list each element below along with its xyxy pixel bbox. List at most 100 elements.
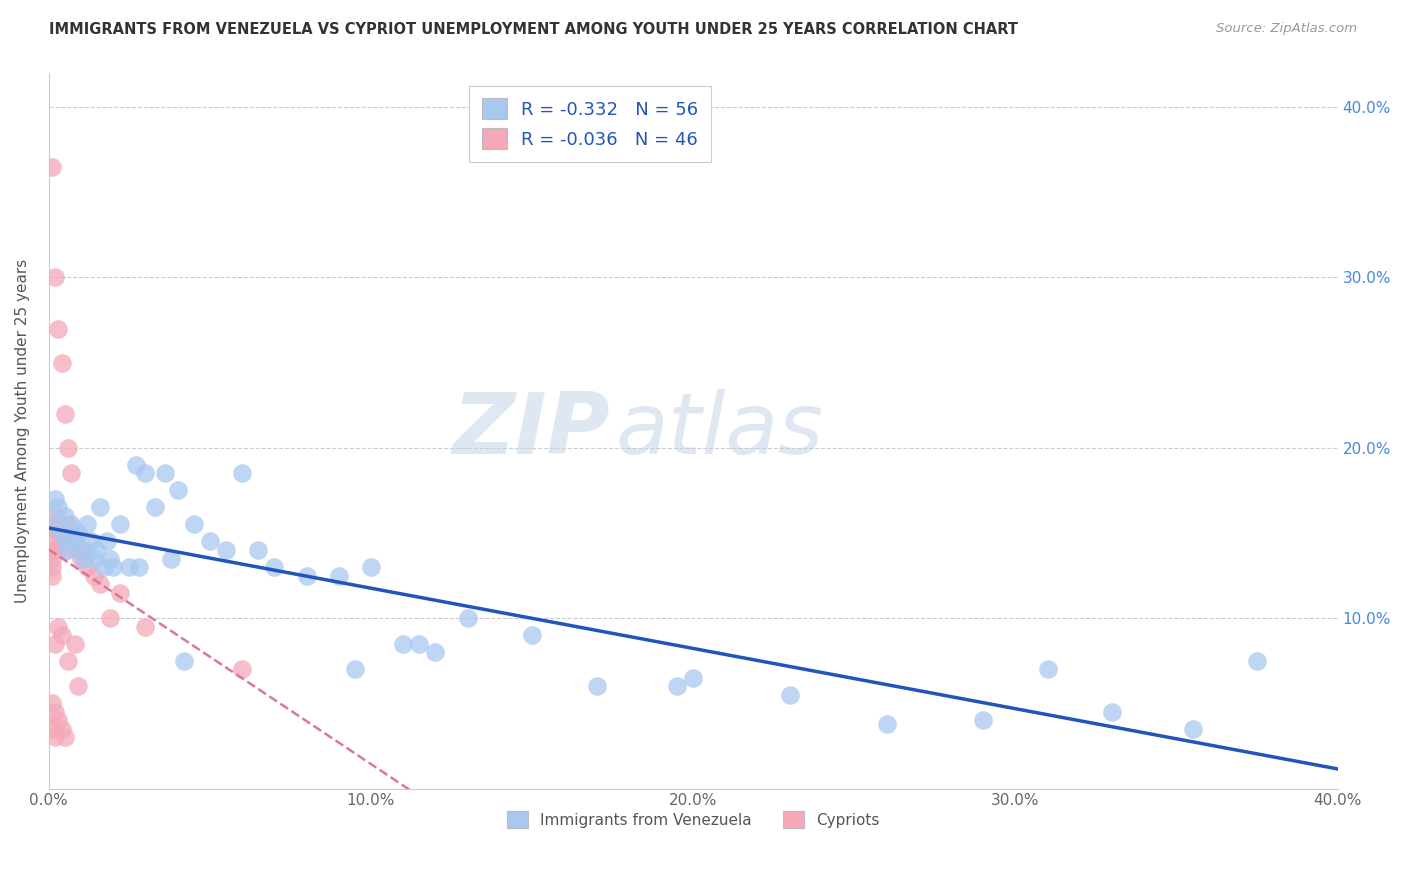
Point	[73, 551, 96, 566]
Point	[295, 568, 318, 582]
Point	[98, 611, 121, 625]
Point	[89, 577, 111, 591]
Point	[51, 526, 73, 541]
Point	[48, 714, 70, 728]
Point	[134, 467, 156, 481]
Point	[457, 611, 479, 625]
Point	[231, 467, 253, 481]
Point	[51, 628, 73, 642]
Point	[779, 688, 801, 702]
Point	[53, 508, 76, 523]
Point	[51, 356, 73, 370]
Point	[48, 526, 70, 541]
Point	[70, 543, 93, 558]
Point	[134, 620, 156, 634]
Point	[392, 637, 415, 651]
Text: ZIP: ZIP	[451, 389, 609, 472]
Point	[666, 679, 689, 693]
Point	[44, 705, 66, 719]
Point	[98, 551, 121, 566]
Point	[41, 568, 63, 582]
Text: Source: ZipAtlas.com: Source: ZipAtlas.com	[1216, 22, 1357, 36]
Point	[60, 467, 83, 481]
Point	[66, 526, 89, 541]
Point	[44, 517, 66, 532]
Point	[41, 534, 63, 549]
Point	[56, 441, 79, 455]
Point	[682, 671, 704, 685]
Point	[585, 679, 607, 693]
Point	[44, 270, 66, 285]
Point	[328, 568, 350, 582]
Point	[198, 534, 221, 549]
Point	[263, 560, 285, 574]
Point	[66, 679, 89, 693]
Y-axis label: Unemployment Among Youth under 25 years: Unemployment Among Youth under 25 years	[15, 259, 30, 603]
Point	[408, 637, 430, 651]
Point	[53, 526, 76, 541]
Point	[103, 560, 125, 574]
Point	[1246, 654, 1268, 668]
Point	[125, 458, 148, 472]
Point	[118, 560, 141, 574]
Point	[972, 714, 994, 728]
Point	[63, 637, 86, 651]
Point	[89, 500, 111, 515]
Point	[56, 543, 79, 558]
Point	[76, 560, 98, 574]
Point	[63, 534, 86, 549]
Point	[44, 543, 66, 558]
Legend: Immigrants from Venezuela, Cypriots: Immigrants from Venezuela, Cypriots	[501, 805, 886, 835]
Point	[41, 517, 63, 532]
Point	[44, 731, 66, 745]
Point	[53, 543, 76, 558]
Point	[1036, 662, 1059, 676]
Point	[153, 467, 176, 481]
Point	[41, 696, 63, 710]
Point	[79, 534, 101, 549]
Point	[53, 534, 76, 549]
Point	[66, 543, 89, 558]
Point	[48, 321, 70, 335]
Point	[166, 483, 188, 498]
Point	[93, 560, 115, 574]
Text: atlas: atlas	[616, 389, 824, 472]
Point	[425, 645, 447, 659]
Point	[108, 585, 131, 599]
Point	[56, 654, 79, 668]
Point	[41, 551, 63, 566]
Point	[160, 551, 183, 566]
Text: IMMIGRANTS FROM VENEZUELA VS CYPRIOT UNEMPLOYMENT AMONG YOUTH UNDER 25 YEARS COR: IMMIGRANTS FROM VENEZUELA VS CYPRIOT UNE…	[49, 22, 1018, 37]
Point	[56, 517, 79, 532]
Point	[96, 534, 118, 549]
Point	[51, 534, 73, 549]
Point	[183, 517, 205, 532]
Point	[520, 628, 543, 642]
Point	[128, 560, 150, 574]
Point	[343, 662, 366, 676]
Point	[83, 568, 105, 582]
Point	[60, 517, 83, 532]
Point	[53, 731, 76, 745]
Point	[1101, 705, 1123, 719]
Point	[143, 500, 166, 515]
Point	[44, 508, 66, 523]
Point	[173, 654, 195, 668]
Point	[63, 534, 86, 549]
Point	[83, 551, 105, 566]
Point	[215, 543, 238, 558]
Point	[108, 517, 131, 532]
Point	[48, 500, 70, 515]
Point	[41, 722, 63, 736]
Point	[41, 560, 63, 574]
Point	[51, 722, 73, 736]
Point	[48, 517, 70, 532]
Point	[247, 543, 270, 558]
Point	[48, 620, 70, 634]
Point	[44, 491, 66, 506]
Point	[73, 543, 96, 558]
Point	[86, 543, 108, 558]
Point	[44, 637, 66, 651]
Point	[876, 716, 898, 731]
Point	[70, 551, 93, 566]
